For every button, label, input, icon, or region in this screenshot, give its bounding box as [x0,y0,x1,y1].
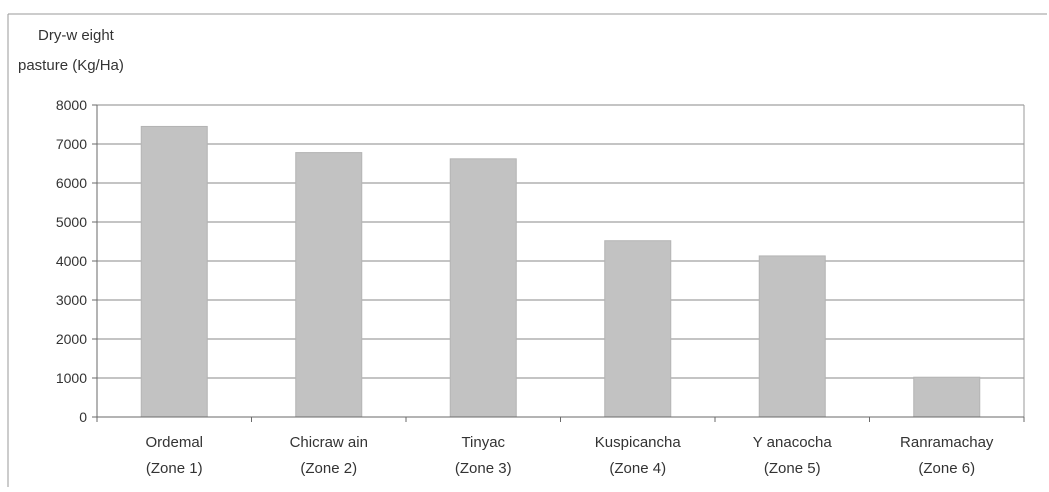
x-tick-labels: Ordemal (Zone 1) Chicraw ain (Zone 2) Tinyac… [145,434,993,477]
y-tick-label: 3000 [56,292,87,308]
bar [758,255,826,418]
y-axis-title-line-2: pasture (Kg/Ha) [18,57,124,74]
y-tick-label: 2000 [56,331,87,347]
y-tick-label: 0 [79,409,87,425]
x-tick-label: Ordemal [145,434,203,451]
x-tick-label: Tinyac [461,434,505,451]
bar [295,152,363,418]
x-tick-label: (Zone 5) [764,460,821,477]
x-tick-label: Chicraw ain [290,434,368,451]
y-tick-labels: 0 1000 2000 3000 4000 5000 6000 7000 8000 [56,97,87,425]
bar [913,376,981,418]
x-tick-label: (Zone 3) [455,460,512,477]
x-tick-label: Ranramachay [900,434,994,451]
bar [449,158,517,418]
y-tick-label: 4000 [56,253,87,269]
x-tick-label: Kuspicancha [595,434,682,451]
x-tick-label: (Zone 2) [300,460,357,477]
y-tick-label: 8000 [56,97,87,113]
x-tick-label: (Zone 6) [918,460,975,477]
gridlines [97,104,1024,379]
y-tick-label: 6000 [56,175,87,191]
y-tick-label: 7000 [56,136,87,152]
bar [604,240,672,418]
y-axis-title-line-1: Dry-w eight [38,27,115,44]
axes [92,104,1025,422]
x-tick-label: Y anacocha [753,434,833,451]
x-tick-label: (Zone 1) [146,460,203,477]
bars [140,125,981,418]
y-tick-label: 1000 [56,370,87,386]
x-tick-label: (Zone 4) [609,460,666,477]
y-tick-label: 5000 [56,214,87,230]
bar [140,125,208,418]
